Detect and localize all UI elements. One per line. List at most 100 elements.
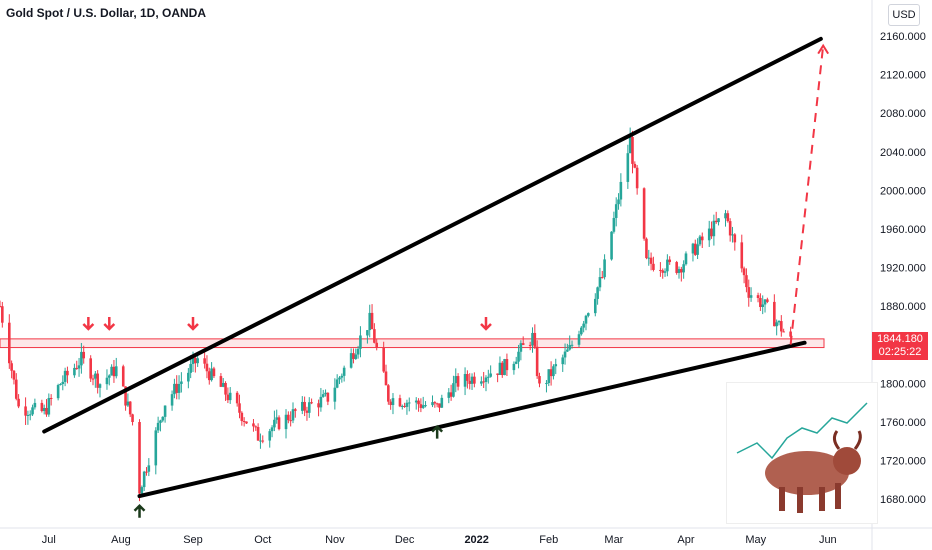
trendline-lower bbox=[137, 340, 807, 499]
candle-body bbox=[145, 471, 148, 473]
candle-body bbox=[273, 419, 276, 428]
candle-body bbox=[270, 427, 274, 432]
candle-body bbox=[66, 370, 69, 376]
candle-body bbox=[652, 263, 655, 270]
x-tick-label: Nov bbox=[325, 534, 345, 546]
candle-body bbox=[521, 343, 525, 345]
candle-body bbox=[61, 381, 65, 385]
x-tick-label: Jul bbox=[42, 534, 56, 546]
candles bbox=[0, 127, 792, 502]
candle-body bbox=[47, 397, 51, 415]
candle-body bbox=[517, 351, 520, 362]
candle-body bbox=[535, 346, 539, 377]
symbol-title[interactable]: Gold Spot / U.S. Dollar, 1D, OANDA bbox=[6, 6, 207, 20]
candle-body bbox=[303, 401, 306, 411]
candle-body bbox=[245, 421, 248, 424]
candle-body bbox=[142, 471, 146, 488]
candle-body bbox=[747, 287, 751, 298]
candle-body bbox=[163, 405, 167, 417]
candle-body bbox=[24, 406, 27, 416]
candle-body bbox=[498, 362, 502, 375]
y-tick-label: 1720.000 bbox=[880, 455, 926, 467]
candle-body bbox=[319, 396, 323, 408]
x-tick-label: 2022 bbox=[464, 534, 488, 546]
candle-body bbox=[75, 367, 79, 369]
candle-body bbox=[42, 407, 46, 412]
candle-body bbox=[438, 403, 441, 408]
candle-body bbox=[431, 402, 434, 406]
candle-body bbox=[712, 220, 716, 237]
candle-body bbox=[375, 342, 379, 348]
candle-body bbox=[91, 378, 95, 380]
projection-arrowhead bbox=[817, 43, 830, 55]
candle-body bbox=[696, 244, 699, 255]
candle-body bbox=[391, 398, 395, 406]
projection-line bbox=[789, 45, 825, 345]
candle-body bbox=[8, 322, 11, 364]
candle-body bbox=[289, 420, 292, 422]
candle-body bbox=[1, 306, 4, 323]
bar-countdown: 02:25:22 bbox=[878, 346, 922, 358]
bull-leg-3 bbox=[819, 487, 825, 511]
candle-body bbox=[56, 385, 60, 399]
candle-body bbox=[740, 242, 744, 269]
candle-body bbox=[356, 348, 360, 355]
candle-body bbox=[173, 383, 176, 395]
candle-body bbox=[131, 414, 134, 423]
trendline-upper bbox=[42, 36, 823, 434]
candle-body bbox=[26, 414, 30, 416]
candle-body bbox=[440, 397, 444, 408]
candle-body bbox=[254, 426, 258, 428]
candle-body bbox=[403, 405, 406, 407]
candle-body bbox=[77, 365, 81, 369]
candle-body bbox=[552, 366, 555, 377]
down-arrow bbox=[103, 317, 116, 331]
candle-body bbox=[642, 188, 646, 239]
candle-body bbox=[387, 385, 390, 402]
candle-body bbox=[80, 351, 83, 366]
candle-body bbox=[207, 371, 211, 381]
candle-body bbox=[582, 323, 585, 328]
candle-body bbox=[707, 228, 711, 241]
candle-body bbox=[561, 357, 565, 365]
candle-body bbox=[12, 370, 16, 380]
candle-body bbox=[235, 392, 239, 404]
candle-body bbox=[256, 427, 260, 441]
currency-button[interactable]: USD bbox=[888, 4, 920, 26]
candle-body bbox=[14, 379, 18, 399]
candle-body bbox=[40, 402, 44, 412]
candle-body bbox=[568, 345, 572, 350]
candle-body bbox=[180, 381, 183, 384]
candle-body bbox=[691, 243, 695, 254]
horizontal-resistance-zone bbox=[0, 338, 825, 349]
up-arrow bbox=[133, 503, 146, 518]
candle-body bbox=[631, 137, 634, 164]
candle-body bbox=[593, 298, 597, 314]
y-tick-label: 2040.000 bbox=[880, 147, 926, 159]
candle-body bbox=[107, 375, 111, 378]
candle-body bbox=[482, 381, 485, 383]
candle-body bbox=[321, 394, 325, 397]
candle-body bbox=[352, 353, 355, 359]
last-price-tag: 1844.180 02:25:22 bbox=[872, 332, 928, 360]
x-tick-label: Mar bbox=[604, 534, 623, 546]
x-tick-label: Feb bbox=[539, 534, 558, 546]
candle-body bbox=[487, 376, 490, 378]
candle-body bbox=[663, 271, 667, 273]
candle-body bbox=[414, 400, 418, 403]
candle-body bbox=[384, 371, 388, 386]
candle-body bbox=[496, 373, 499, 375]
candle-body bbox=[82, 351, 86, 359]
x-tick-label: May bbox=[745, 534, 766, 546]
candle-body bbox=[733, 234, 737, 243]
candle-body bbox=[693, 243, 697, 255]
candle-body bbox=[610, 231, 613, 260]
candle-body bbox=[668, 259, 671, 263]
candle-body bbox=[724, 213, 727, 219]
candle-body bbox=[547, 369, 551, 384]
candle-body bbox=[31, 407, 34, 415]
candle-body bbox=[400, 405, 404, 407]
candle-body bbox=[684, 253, 688, 265]
candle-body bbox=[389, 401, 392, 406]
